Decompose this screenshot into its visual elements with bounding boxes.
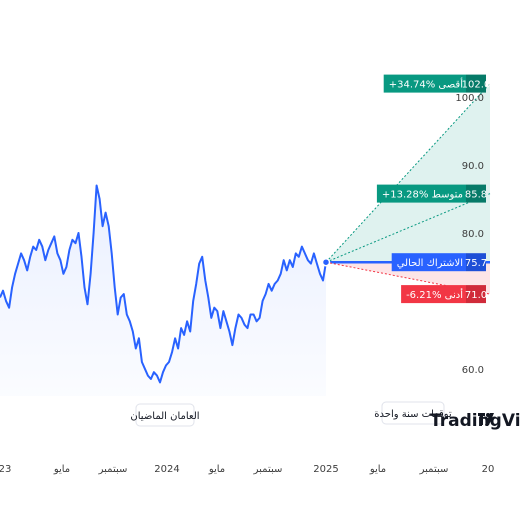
x-tick-label: سبتمبر [253, 464, 283, 475]
price-area [0, 185, 326, 396]
forecast-badge-value: 75.7 [465, 258, 487, 269]
forecast-badge-label: -6.21% أدنى [406, 288, 463, 301]
x-tick-label: 23 [0, 464, 11, 475]
x-tick-label: مايو [208, 464, 225, 475]
forecast-caption-text: توقعات سنة واحدة [374, 409, 452, 420]
forecast-max-line [325, 83, 491, 263]
forecast-badge-value: 85.8 [465, 190, 487, 201]
x-tick-label: سبتمبر [419, 464, 449, 475]
x-tick-label: مايو [53, 464, 70, 475]
watermark-text: TradingView [430, 411, 520, 431]
forecast-caption: توقعات سنة واحدة [374, 401, 452, 425]
past-caption-text: العامان الماضيان [130, 411, 199, 422]
forecast-badge-avg: +13.28% متوسط 85.8 [376, 184, 487, 203]
x-tick-label: 2024 [154, 464, 179, 475]
y-tick-label: 80.0 [462, 229, 484, 240]
x-tick-label: سبتمبر [98, 464, 128, 475]
current-price-marker [321, 257, 331, 267]
forecast-badge-min: -6.21% أدنى 71.0 [401, 285, 487, 304]
y-axis-ticks: 100.0 90.0 80.0 60.0 [455, 93, 484, 376]
price-line [0, 184, 327, 384]
forecast-badge-value: 102.0 [462, 80, 491, 91]
price-line-layer [0, 184, 331, 384]
forecast-badge-label: +13.28% متوسط [382, 190, 463, 201]
tradingview-logo-icon [478, 413, 494, 425]
tradingview-watermark: TradingView [430, 411, 520, 431]
forecast-badge-current: الاشتراك الحالي 75.7 [391, 253, 487, 272]
x-tick-label: 20 [482, 464, 495, 475]
forecast-avg-line [325, 193, 491, 263]
y-tick-label: 60.0 [462, 365, 484, 376]
y-tick-label: 100.0 [455, 93, 484, 104]
past-caption: العامان الماضيان [130, 403, 200, 427]
x-axis-ticks: 23 مايو سبتمبر 2024 مايو سبتمبر 2025 مايو سبتمبر… [0, 464, 494, 475]
x-tick-label: مايو [369, 464, 386, 475]
price-area-layer [0, 185, 326, 396]
forecast-badge-label: +34.74% أقصى [389, 78, 463, 91]
forecast-badge-label: الاشتراك الحالي [397, 258, 463, 269]
forecast-badge-value: 71.0 [465, 290, 487, 301]
x-tick-label: 2025 [313, 464, 338, 475]
y-tick-label: 90.0 [462, 161, 484, 172]
